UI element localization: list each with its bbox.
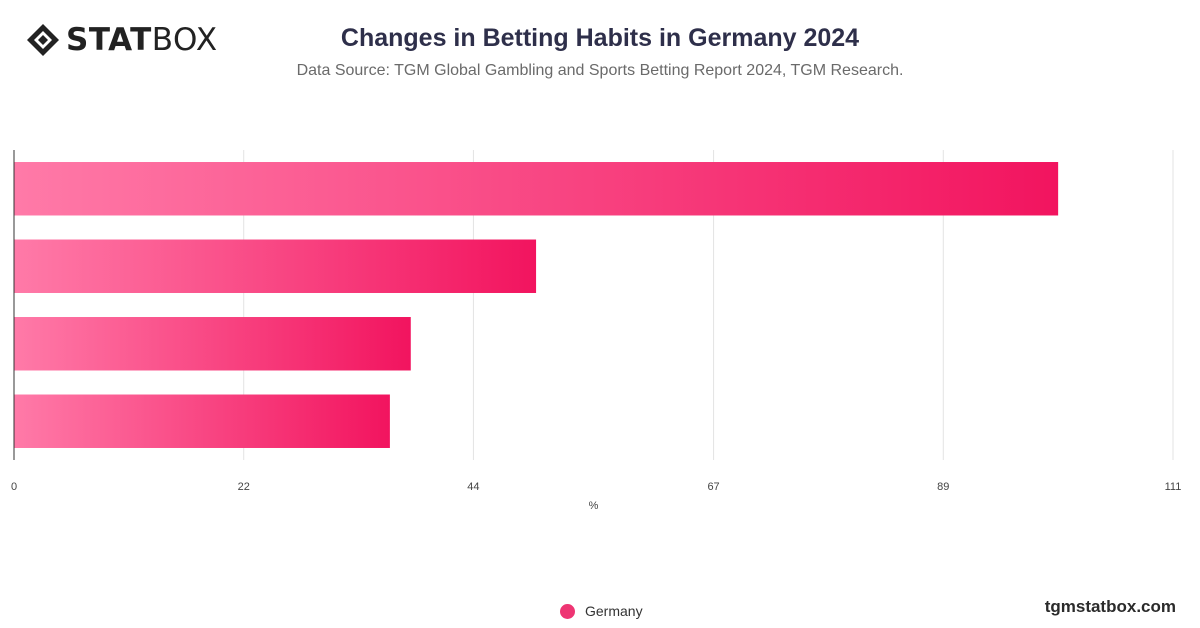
bar-chart: 0 22 44 67 89 111 % <box>11 150 1181 512</box>
x-tick-label: 22 <box>238 481 250 493</box>
x-tick-label: 111 <box>1165 481 1182 493</box>
x-tick-label: 44 <box>467 481 479 493</box>
x-axis-ticks: 0 22 44 67 89 111 <box>11 481 1181 493</box>
x-tick-label: 0 <box>11 481 17 493</box>
bar-germany-2[interactable] <box>14 239 537 293</box>
legend-marker <box>560 603 575 619</box>
statbox-logo: STATBOX <box>26 22 218 58</box>
bar-germany-1[interactable] <box>14 162 1059 216</box>
x-tick-label: 67 <box>707 481 719 493</box>
x-tick-label: 89 <box>937 481 949 493</box>
x-axis-title: % <box>589 500 599 512</box>
brand-wordmark: STATBOX <box>66 22 218 58</box>
brand-wordmark-bold: STAT <box>66 22 152 58</box>
chart-subtitle: Data Source: TGM Global Gambling and Spo… <box>296 62 904 79</box>
footer-website: tgmstatbox.com <box>1044 597 1176 616</box>
bars <box>14 162 1059 448</box>
legend[interactable]: Germany <box>560 603 643 619</box>
statbox-diamond-icon <box>27 24 59 56</box>
bar-germany-3[interactable] <box>14 317 411 371</box>
brand-wordmark-light: BOX <box>151 22 218 58</box>
bar-germany-4[interactable] <box>14 394 390 448</box>
chart-title: Changes in Betting Habits in Germany 202… <box>340 24 860 52</box>
legend-label-germany: Germany <box>585 603 643 619</box>
